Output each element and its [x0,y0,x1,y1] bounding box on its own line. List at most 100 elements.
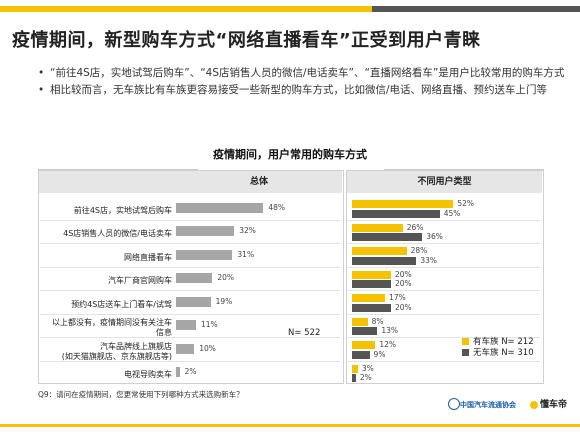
row-divider [40,290,340,291]
row-divider [40,266,340,268]
bar-car-owner [352,247,407,255]
category-label: 4S店销售人员的微信/电话卖车 [42,229,172,239]
bar-non-owner [352,350,370,359]
accent-gray [372,6,580,12]
bar-value-label: 33% [420,255,438,265]
legend-label: 有车族 N= 212 [473,337,534,347]
dongchedi-logo-icon [530,400,538,409]
dongchedi-logo-text: 懂车帝 [540,400,568,410]
category-label: 预约4S店送车上门看车/试驾 [42,300,172,310]
row-divider [348,360,540,362]
category-label: 汽车厂商官网购车 [42,276,172,286]
footer-accent-bar [0,424,580,427]
title-divider-right [384,169,544,170]
bullet-list: “前往4S店，实地试驾后购车”、“4S店销售人员的微信/电话卖车”、“直播网络看… [38,66,568,100]
bar-car-owner [352,270,391,279]
legend-swatch [462,338,469,345]
bar-overall [176,249,233,260]
title-divider-left [38,169,198,170]
row-divider [40,243,340,244]
bar-car-owner [352,317,368,326]
bar-overall [176,273,213,284]
bar-value-label: 20% [395,279,412,288]
category-label-line: 汽车品牌线上旗舰店 [100,341,172,351]
bar-overall [176,226,235,237]
association-logo-icon [448,398,460,410]
bar-value-label: 36% [426,232,443,241]
bar-value-label: 20% [395,302,412,312]
bar-non-owner [352,327,378,335]
bar-non-owner [352,233,423,241]
panel-user-type-title: 不同用户类型 [347,171,542,193]
bar-non-owner [352,256,417,265]
bar-non-owner [352,280,391,288]
legend-label: 无车族 N= 310 [473,348,534,358]
bar-value-label: 13% [381,326,399,335]
row-divider [40,337,340,338]
category-label-line: 信息 [156,328,172,338]
category-label-line: 汽车厂商官网购车 [108,276,172,286]
row-divider [348,243,540,244]
bar-value-label: 45% [443,208,461,218]
row-divider [348,219,540,221]
bar-overall [176,343,195,354]
sample-size-overall: N= 522 [288,327,321,338]
bar-value-label: 2% [184,367,197,377]
row-divider [348,290,540,291]
bar-value-label: 2% [359,373,372,382]
category-label-line: (如天猫旗舰店、京东旗舰店等) [61,351,172,361]
bar-non-owner [352,209,440,218]
bar-overall [176,202,264,213]
bar-value-label: 32% [239,226,256,236]
category-label-line: 电视导购卖车 [124,370,172,380]
bar-value-label: 48% [268,202,286,212]
panel-overall-title: 总体 [176,171,342,193]
bar-non-owner [352,374,356,382]
bar-value-label: 12% [379,340,397,349]
panel-overall-head-blank [39,171,176,193]
bar-value-label: 20% [395,269,412,279]
bar-car-owner [352,294,386,302]
bar-overall [176,296,211,307]
category-label-line: 以上都没有，疫情期间没有关注车 [52,318,172,328]
question-note: Q9：请问在疫情期间，您更常使用下列哪种方式来选购新车？ [38,390,244,399]
bar-value-label: 26% [406,222,424,232]
category-label: 前往4S店，实地试驾后购车 [42,206,172,216]
row-divider [40,313,340,315]
bar-value-label: 8% [371,316,384,326]
accent-yellow [0,6,372,12]
page-title: 疫情期间，新型购车方式“网络直播看车”正受到用户青睐 [12,30,481,51]
category-label-line: 前往4S店，实地试驾后购车 [73,205,172,215]
bar-value-label: 17% [389,293,406,302]
category-label: 网络直播看车 [42,253,172,263]
category-label: 电视导购卖车 [42,370,172,380]
row-divider [348,266,540,268]
row-divider [348,337,540,338]
bullet-item: 相比较而言，无车族比有车族更容易接受一些新型的购车方式，比如微信/电话、网络直播… [38,83,568,98]
bar-value-label: 3% [361,363,374,373]
association-logo-text: 中国汽车流通协会 [460,401,516,409]
legend-item: 有车族 N= 212 [462,337,534,348]
bar-car-owner [352,200,454,208]
bar-car-owner [352,364,358,373]
chart-title: 疫情期间，用户常用的购车方式 [213,148,367,161]
row-divider [40,360,340,362]
bar-value-label: 19% [215,296,233,306]
legend-swatch [462,349,469,356]
bar-value-label: 10% [199,343,216,353]
bar-value-label: 31% [237,249,255,259]
dongchedi-logo: 懂车帝 [530,397,567,410]
bar-non-owner [352,303,391,312]
row-divider [348,313,540,315]
bar-overall [176,367,180,378]
category-label: 以上都没有，疫情期间没有关注车 信息 [42,318,172,338]
bar-car-owner [352,341,376,349]
bullet-item: “前往4S店，实地试驾后购车”、“4S店销售人员的微信/电话卖车”、“直播网络看… [38,66,568,81]
bar-car-owner [352,223,403,232]
bar-value-label: 52% [457,199,475,208]
category-label: 汽车品牌线上旗舰店 (如天猫旗舰店、京东旗舰店等) [42,342,172,362]
category-label-line: 预约4S店送车上门看车/试驾 [71,299,172,309]
row-divider [40,219,340,221]
top-accent-bar [0,0,580,14]
bar-value-label: 9% [373,349,386,359]
